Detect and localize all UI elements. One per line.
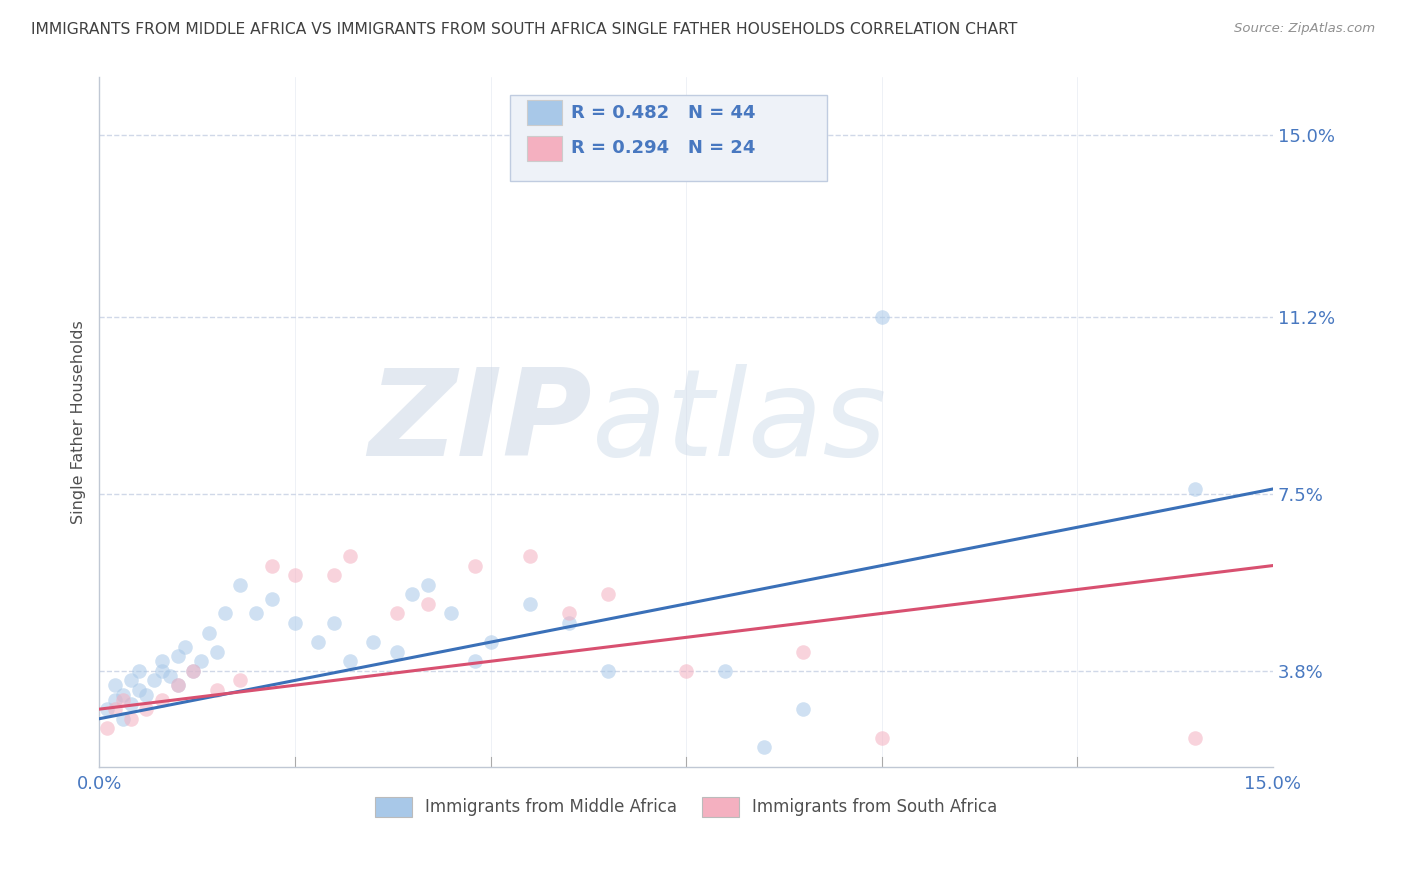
Point [870, 731, 893, 745]
Point [135, 688, 157, 702]
Text: ZIP: ZIP [368, 364, 592, 481]
Point [323, 615, 346, 630]
Point [143, 673, 166, 688]
FancyBboxPatch shape [526, 136, 562, 161]
Point [323, 568, 346, 582]
Point [416, 578, 439, 592]
Point [792, 702, 814, 716]
Point [307, 635, 329, 649]
Point [558, 615, 581, 630]
Point [190, 654, 212, 668]
Point [440, 607, 463, 621]
Point [229, 673, 252, 688]
FancyBboxPatch shape [526, 100, 562, 125]
Point [120, 673, 142, 688]
Point [150, 692, 173, 706]
Point [104, 692, 127, 706]
Point [675, 664, 697, 678]
Point [284, 615, 307, 630]
Point [150, 664, 173, 678]
Legend: Immigrants from Middle Africa, Immigrants from South Africa: Immigrants from Middle Africa, Immigrant… [368, 790, 1004, 823]
Point [120, 698, 142, 712]
Point [754, 740, 776, 755]
FancyBboxPatch shape [510, 95, 827, 181]
Point [339, 654, 361, 668]
Point [128, 664, 150, 678]
Point [558, 607, 581, 621]
Point [385, 607, 408, 621]
Text: atlas: atlas [592, 364, 887, 481]
Point [205, 645, 228, 659]
Point [111, 688, 134, 702]
Text: R = 0.482   N = 44: R = 0.482 N = 44 [571, 103, 755, 121]
Point [181, 664, 204, 678]
Point [1184, 731, 1206, 745]
Point [401, 587, 423, 601]
Point [174, 640, 197, 654]
Point [519, 597, 541, 611]
Point [229, 578, 252, 592]
Point [104, 678, 127, 692]
Point [792, 645, 814, 659]
Point [260, 592, 283, 607]
Point [150, 654, 173, 668]
Point [198, 625, 221, 640]
Point [96, 721, 118, 735]
Point [464, 654, 486, 668]
Point [166, 678, 188, 692]
Point [416, 597, 439, 611]
Point [111, 692, 134, 706]
Point [870, 310, 893, 324]
Point [361, 635, 384, 649]
Text: Source: ZipAtlas.com: Source: ZipAtlas.com [1234, 22, 1375, 36]
Point [519, 549, 541, 563]
Point [166, 649, 188, 664]
Point [181, 664, 204, 678]
Point [596, 664, 619, 678]
Point [135, 702, 157, 716]
Point [1184, 482, 1206, 496]
Point [166, 678, 188, 692]
Point [104, 702, 127, 716]
Point [464, 558, 486, 573]
Point [260, 558, 283, 573]
Point [479, 635, 502, 649]
Point [245, 607, 267, 621]
Point [128, 683, 150, 698]
Point [339, 549, 361, 563]
Point [96, 702, 118, 716]
Point [111, 712, 134, 726]
Text: IMMIGRANTS FROM MIDDLE AFRICA VS IMMIGRANTS FROM SOUTH AFRICA SINGLE FATHER HOUS: IMMIGRANTS FROM MIDDLE AFRICA VS IMMIGRA… [31, 22, 1018, 37]
Point [120, 712, 142, 726]
Point [159, 668, 181, 682]
Text: R = 0.294   N = 24: R = 0.294 N = 24 [571, 139, 755, 157]
Point [284, 568, 307, 582]
Point [596, 587, 619, 601]
Point [205, 683, 228, 698]
Point [214, 607, 236, 621]
Point [385, 645, 408, 659]
Y-axis label: Single Father Households: Single Father Households [72, 320, 86, 524]
Point [714, 664, 737, 678]
